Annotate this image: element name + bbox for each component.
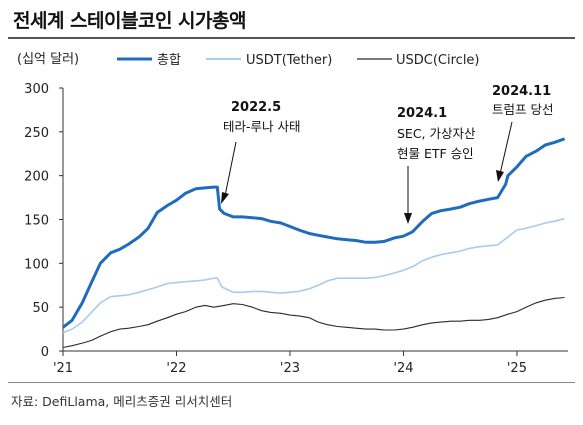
y-tick-label: 250	[24, 126, 49, 141]
annotation-trump: 2024.11 트럼프 당선	[492, 84, 553, 182]
series-line-usdt	[62, 217, 565, 334]
y-tick-label: 150	[24, 214, 49, 229]
annotation-etf-line2: 현물 ETF 승인	[397, 146, 474, 161]
annotation-terra-luna: 2022.5 테라-루나 사태	[221, 100, 300, 204]
annotation-luna-arrow	[224, 141, 237, 197]
series-line-total	[62, 137, 566, 329]
legend: 총합 USDT(Tether) USDC(Circle)	[117, 53, 480, 68]
legend-label-total: 총합	[157, 53, 181, 68]
annotation-trump-text: 트럼프 당선	[492, 102, 553, 117]
annotation-etf-arrowhead	[404, 213, 412, 224]
annotation-luna-text: 테라-루나 사태	[223, 119, 300, 134]
y-tick-label: 50	[32, 301, 49, 316]
x-tick-label: '21	[53, 361, 73, 376]
source-note: 자료: DefiLlama, 메리츠증권 리서치센터	[11, 394, 233, 409]
x-tick-label: '24	[393, 361, 413, 376]
annotation-etf-date: 2024.1	[397, 106, 447, 121]
annotation-etf-line1: SEC, 가상자산	[397, 126, 476, 141]
y-tick-label: 300	[24, 82, 49, 97]
annotation-etf: 2024.1 SEC, 가상자산 현물 ETF 승인	[397, 106, 476, 224]
footer-divider	[8, 382, 575, 383]
x-tick-label: '25	[507, 361, 527, 376]
annotation-trump-arrowhead	[496, 170, 504, 182]
legend-label-usdt: USDT(Tether)	[246, 53, 332, 68]
y-tick-label: 100	[24, 257, 49, 272]
y-unit-label: (십억 달러)	[17, 52, 79, 67]
x-tick-label: '22	[166, 361, 186, 376]
annotation-trump-date: 2024.11	[492, 84, 551, 99]
y-tick-label: 0	[41, 345, 49, 360]
legend-label-usdc: USDC(Circle)	[396, 53, 480, 68]
chart-title: 전세계 스테이블코인 시가총액	[13, 10, 246, 32]
series-line-usdc	[62, 296, 565, 349]
x-tick-label: '23	[280, 361, 300, 376]
annotation-luna-date: 2022.5	[231, 100, 281, 115]
annotation-luna-arrowhead	[221, 192, 229, 204]
annotation-trump-arrow	[499, 121, 513, 175]
title-divider	[8, 37, 575, 39]
line-chart: 0 50 100 150 200 250 300 '21 '22 '23 '24 '25 (십억 달…	[17, 52, 568, 376]
y-tick-label: 200	[24, 170, 49, 185]
